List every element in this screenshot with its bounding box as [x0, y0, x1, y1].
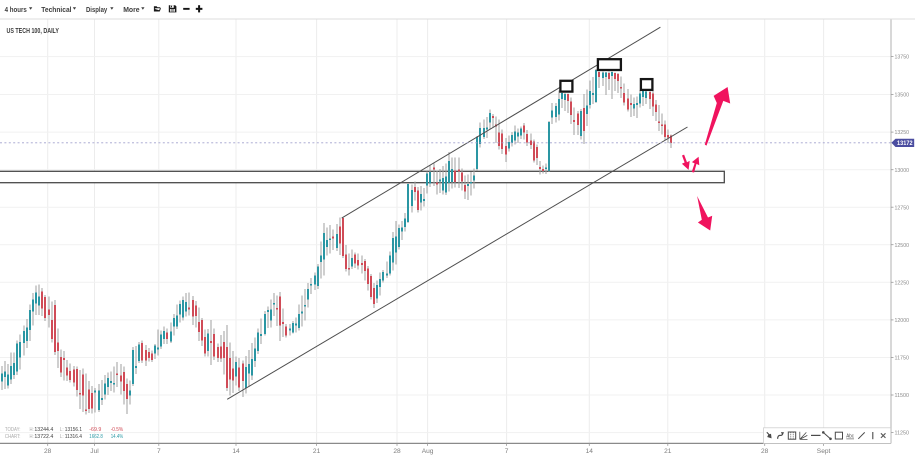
svg-text:12500: 12500	[895, 243, 910, 249]
svg-text:-0.5%: -0.5%	[111, 427, 124, 433]
svg-text:More: More	[123, 5, 139, 14]
svg-text:11500: 11500	[895, 393, 910, 399]
svg-text:11316.4: 11316.4	[65, 434, 82, 440]
svg-text:Technical: Technical	[41, 5, 71, 14]
svg-text:21: 21	[313, 448, 321, 455]
svg-text:11750: 11750	[895, 356, 910, 362]
svg-text:13500: 13500	[895, 93, 910, 99]
svg-text:12250: 12250	[895, 280, 910, 286]
svg-text:Display: Display	[86, 5, 108, 14]
svg-text:12750: 12750	[895, 205, 910, 211]
svg-text:28: 28	[44, 448, 52, 455]
svg-text:7: 7	[157, 448, 161, 455]
svg-text:Sept: Sept	[817, 448, 831, 455]
svg-text:CHART:: CHART:	[5, 434, 21, 440]
svg-text:14: 14	[586, 448, 594, 455]
svg-text:1662.8: 1662.8	[89, 434, 103, 440]
svg-text:13250: 13250	[895, 130, 910, 136]
svg-text:28: 28	[393, 448, 401, 455]
svg-text:28: 28	[761, 448, 769, 455]
svg-text:L:: L:	[60, 434, 64, 440]
svg-text:Abc: Abc	[846, 434, 854, 440]
svg-text:TODAY:: TODAY:	[5, 427, 21, 433]
svg-text:12000: 12000	[895, 318, 910, 324]
svg-text:14.4%: 14.4%	[111, 434, 124, 440]
svg-text:13172: 13172	[897, 141, 913, 147]
svg-text:Aug: Aug	[422, 448, 434, 455]
svg-text:13156.1: 13156.1	[65, 427, 82, 433]
svg-text:13244.4: 13244.4	[34, 427, 53, 433]
svg-text:13750: 13750	[895, 55, 910, 61]
svg-text:21: 21	[664, 448, 672, 455]
svg-text:7: 7	[505, 448, 509, 455]
svg-text:H:: H:	[30, 427, 34, 433]
svg-text:L:: L:	[60, 427, 64, 433]
svg-text:4 hours: 4 hours	[5, 5, 27, 14]
svg-text:H:: H:	[30, 434, 34, 440]
svg-text:US TECH 100, DAILY: US TECH 100, DAILY	[7, 28, 60, 35]
svg-text:14: 14	[232, 448, 240, 455]
svg-text:Jul: Jul	[90, 448, 99, 455]
svg-text:-69.9: -69.9	[89, 427, 101, 433]
svg-text:13000: 13000	[895, 168, 910, 174]
svg-text:13722.4: 13722.4	[34, 434, 53, 440]
svg-text:11250: 11250	[895, 431, 910, 437]
